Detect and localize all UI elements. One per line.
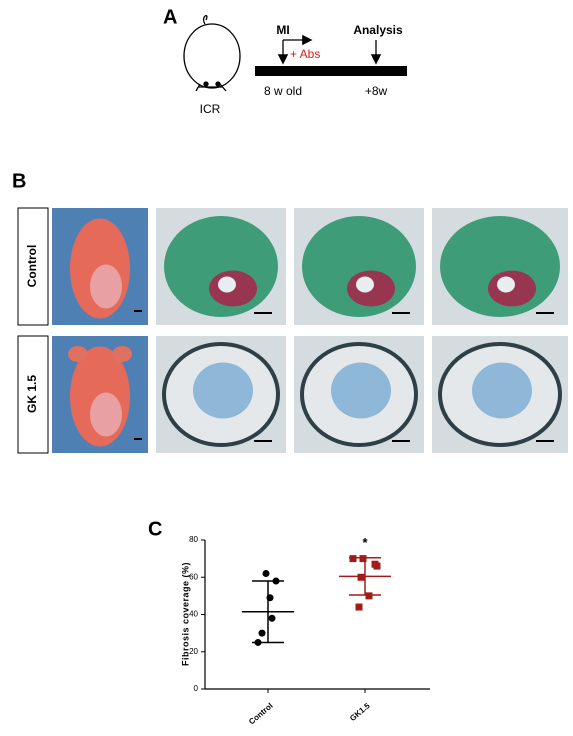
row-box bbox=[17, 207, 49, 326]
data-point bbox=[355, 603, 363, 611]
row-label: Control bbox=[25, 245, 39, 288]
y-tick-label: 60 bbox=[189, 572, 198, 581]
data-point bbox=[349, 555, 357, 563]
significance: * bbox=[362, 535, 368, 550]
event-label: MI bbox=[276, 23, 289, 37]
data-point bbox=[262, 570, 270, 578]
x-tick-label: GK1.5 bbox=[348, 701, 372, 723]
event-time: 8 w old bbox=[264, 84, 302, 98]
atrium bbox=[68, 346, 88, 362]
data-point bbox=[373, 562, 381, 570]
image-panel bbox=[156, 336, 286, 453]
lumen bbox=[356, 276, 374, 293]
image-panel bbox=[52, 336, 148, 453]
data-point bbox=[258, 629, 266, 637]
panel-label: A bbox=[163, 6, 177, 28]
plot: 0 20 40 60 80 Control GK1.5 * bbox=[189, 535, 430, 726]
inner bbox=[472, 362, 532, 419]
row-box bbox=[17, 335, 49, 454]
data-point bbox=[365, 592, 373, 600]
inner bbox=[193, 362, 253, 419]
image-panel bbox=[156, 208, 286, 325]
event-time: +8w bbox=[365, 84, 388, 98]
atrium bbox=[112, 346, 132, 362]
x-tick-label: Control bbox=[247, 701, 275, 726]
image-panel bbox=[294, 208, 424, 325]
y-axis-label: Fibrosis coverage (%) bbox=[180, 562, 190, 666]
image-panel bbox=[432, 208, 568, 325]
panel-label: B bbox=[12, 170, 26, 192]
heart-highlight bbox=[90, 392, 122, 437]
timeline bbox=[255, 66, 407, 76]
data-point bbox=[357, 573, 365, 581]
data-point bbox=[359, 555, 367, 563]
lumen bbox=[497, 276, 515, 293]
image-panel bbox=[294, 336, 424, 453]
event-label: Analysis bbox=[353, 23, 403, 37]
micrographs bbox=[52, 208, 568, 453]
y-tick-label: 40 bbox=[189, 610, 198, 619]
inner bbox=[331, 362, 391, 419]
event-note: + Abs bbox=[290, 47, 320, 61]
error-bar bbox=[252, 580, 284, 644]
heart-highlight bbox=[90, 264, 122, 309]
image-panel bbox=[52, 208, 148, 325]
data-point bbox=[268, 614, 276, 622]
image-panel bbox=[432, 336, 568, 453]
y-tick-label: 20 bbox=[189, 647, 198, 656]
panel-label: C bbox=[148, 518, 162, 540]
error-bar bbox=[349, 556, 381, 596]
mouse-label: ICR bbox=[200, 102, 221, 116]
mouse-icon bbox=[183, 14, 241, 92]
lumen bbox=[218, 276, 236, 293]
row-label: GK 1.5 bbox=[25, 375, 39, 413]
y-tick-label: 0 bbox=[194, 684, 199, 693]
y-tick-label: 80 bbox=[189, 535, 198, 544]
